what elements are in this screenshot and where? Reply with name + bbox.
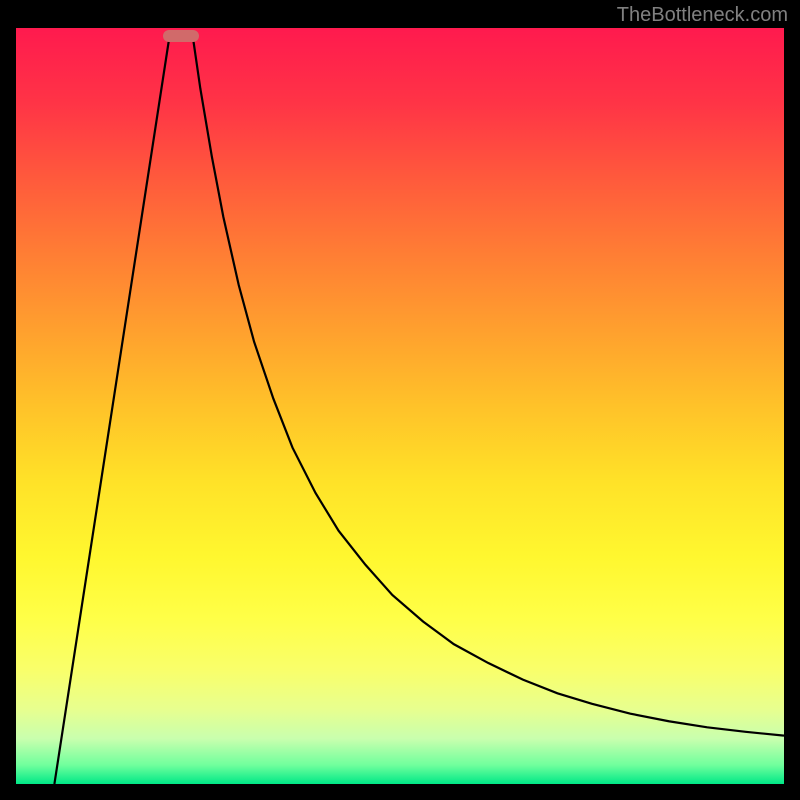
right-rising-curve [193,36,784,736]
left-descending-line [54,36,169,784]
watermark-text: TheBottleneck.com [617,4,788,27]
curve-overlay [16,28,784,784]
plot-area [16,28,784,784]
chart-container: TheBottleneck.com [0,0,800,800]
bottleneck-marker [163,30,198,42]
